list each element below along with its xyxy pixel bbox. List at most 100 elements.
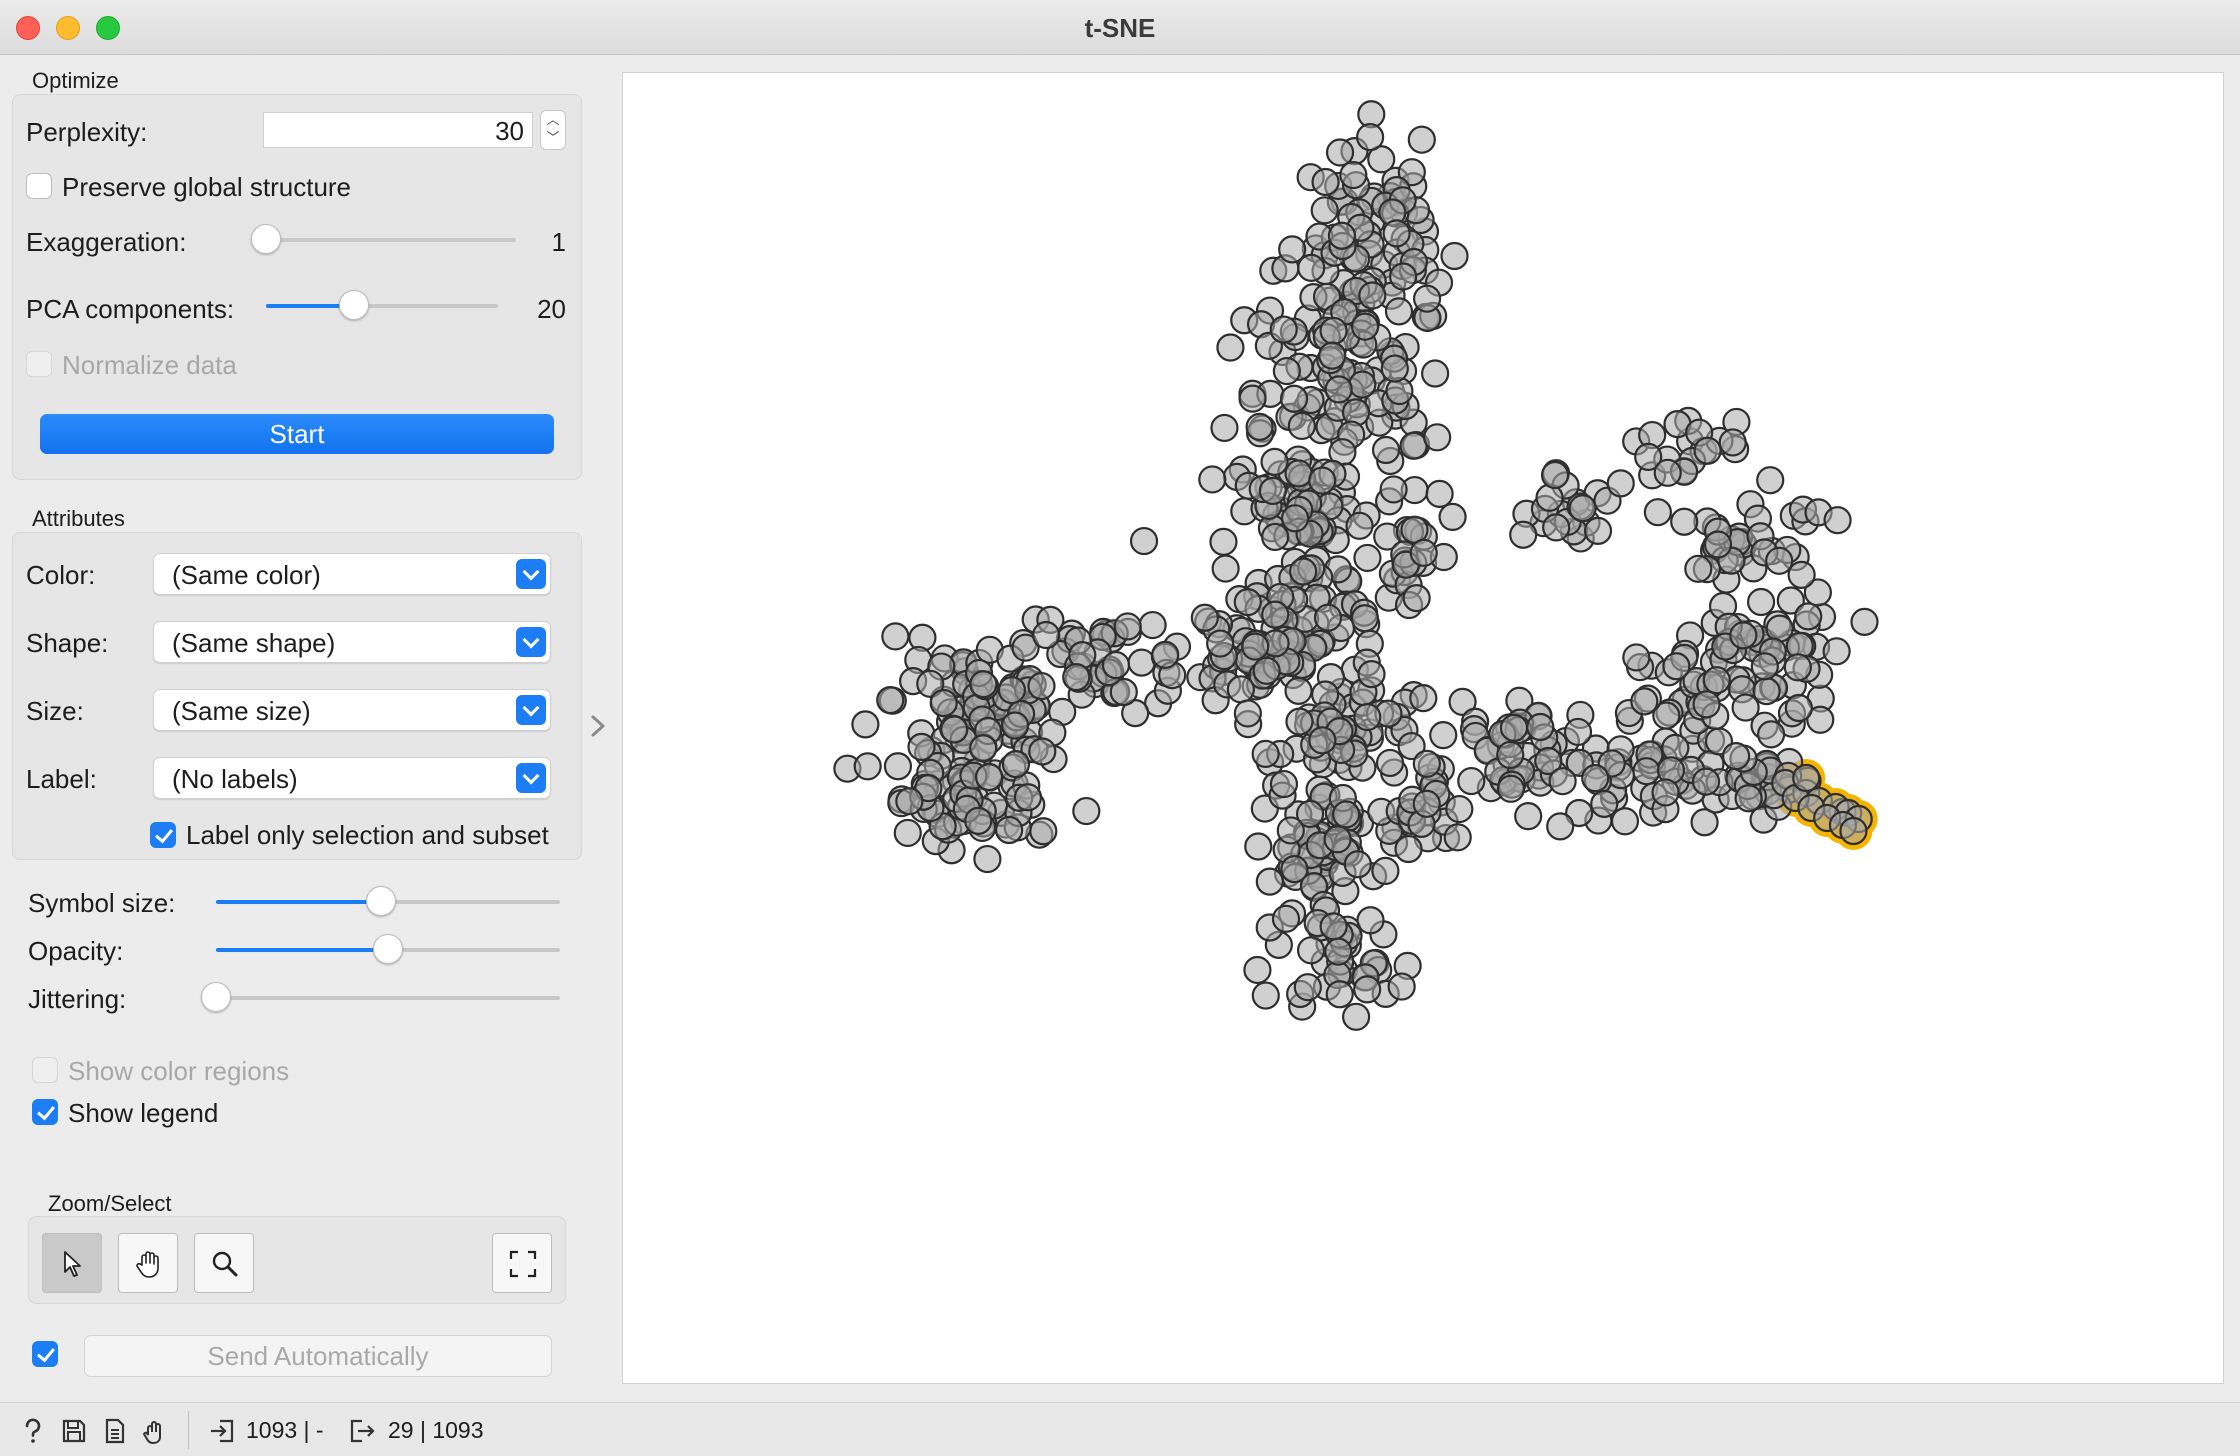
data-point[interactable] — [973, 844, 1002, 874]
chevron-up-icon[interactable]: ︿ — [546, 112, 560, 127]
data-point[interactable] — [1499, 713, 1529, 742]
data-point[interactable] — [1448, 687, 1477, 717]
opacity-slider-knob[interactable] — [373, 934, 403, 964]
data-point[interactable] — [1325, 980, 1354, 1009]
data-point[interactable] — [1822, 637, 1851, 666]
data-point[interactable] — [1353, 975, 1382, 1004]
chevron-down-icon[interactable]: ﹀ — [546, 130, 560, 145]
data-point[interactable] — [1457, 766, 1486, 796]
data-point[interactable] — [1062, 662, 1091, 692]
data-point[interactable] — [1210, 413, 1239, 443]
data-point[interactable] — [1072, 796, 1101, 826]
data-point[interactable] — [1397, 731, 1426, 761]
exaggeration-slider-knob[interactable] — [251, 224, 281, 254]
data-point[interactable] — [1332, 800, 1361, 829]
data-point[interactable] — [1271, 904, 1301, 933]
data-point[interactable] — [883, 752, 913, 781]
data-point[interactable] — [1027, 671, 1056, 701]
data-point[interactable] — [1757, 720, 1786, 749]
data-point[interactable] — [1850, 607, 1879, 636]
data-point[interactable] — [1226, 675, 1255, 704]
data-point[interactable] — [1590, 789, 1619, 818]
chevron-right-icon[interactable] — [588, 714, 608, 738]
show-legend-checkbox[interactable] — [32, 1099, 58, 1125]
jittering-slider-knob[interactable] — [201, 982, 231, 1012]
data-point[interactable] — [1295, 799, 1325, 829]
data-point[interactable] — [1651, 778, 1680, 807]
data-point[interactable] — [1776, 586, 1805, 615]
data-point[interactable] — [1190, 603, 1219, 632]
data-point[interactable] — [1260, 447, 1289, 476]
data-point[interactable] — [1445, 794, 1474, 824]
data-point[interactable] — [1542, 513, 1571, 542]
data-point[interactable] — [1690, 808, 1719, 837]
data-point[interactable] — [1327, 221, 1357, 250]
data-point[interactable] — [876, 686, 905, 715]
data-point[interactable] — [929, 688, 958, 718]
data-point[interactable] — [1787, 560, 1816, 589]
data-point[interactable] — [1278, 235, 1307, 264]
data-point[interactable] — [1581, 764, 1610, 793]
symbol-size-slider[interactable] — [216, 886, 560, 916]
data-point[interactable] — [1731, 693, 1760, 722]
selected-data-point[interactable] — [1839, 816, 1868, 846]
data-point[interactable] — [1356, 123, 1385, 152]
data-point[interactable] — [1297, 253, 1326, 282]
data-point[interactable] — [1029, 817, 1058, 846]
data-point[interactable] — [997, 676, 1026, 705]
data-point[interactable] — [1319, 316, 1348, 345]
data-point[interactable] — [1011, 633, 1040, 662]
report-icon[interactable] — [102, 1417, 128, 1445]
data-point[interactable] — [1308, 466, 1337, 495]
data-point[interactable] — [1371, 856, 1400, 885]
data-point[interactable] — [1438, 502, 1467, 532]
data-point[interactable] — [1101, 650, 1131, 680]
data-point[interactable] — [1703, 530, 1733, 559]
data-point[interactable] — [1632, 757, 1661, 786]
data-point[interactable] — [1546, 812, 1575, 841]
data-point[interactable] — [1823, 506, 1852, 535]
data-point[interactable] — [1692, 690, 1721, 719]
data-point[interactable] — [1276, 816, 1305, 845]
data-point[interactable] — [1353, 543, 1382, 573]
data-point[interactable] — [1526, 712, 1555, 742]
visual-settings-hand-icon[interactable] — [140, 1417, 168, 1445]
data-point[interactable] — [1350, 312, 1380, 341]
data-point[interactable] — [1000, 711, 1030, 740]
data-point[interactable] — [969, 734, 998, 763]
label-only-selection-checkbox[interactable] — [150, 822, 176, 848]
select-tool-button[interactable] — [42, 1233, 102, 1293]
data-point[interactable] — [914, 774, 943, 803]
data-point[interactable] — [1238, 384, 1267, 413]
data-point[interactable] — [1407, 125, 1436, 154]
data-point[interactable] — [1272, 356, 1302, 386]
data-point[interactable] — [1440, 241, 1469, 271]
data-point[interactable] — [1409, 538, 1438, 567]
selected-data-point[interactable] — [1792, 763, 1821, 793]
data-point[interactable] — [1269, 315, 1298, 344]
data-point[interactable] — [995, 815, 1024, 845]
data-point[interactable] — [1261, 522, 1290, 552]
data-point[interactable] — [1109, 677, 1138, 707]
data-point[interactable] — [1496, 740, 1525, 770]
data-point[interactable] — [1397, 158, 1426, 187]
data-point[interactable] — [1691, 767, 1721, 796]
data-point[interactable] — [1311, 167, 1340, 197]
data-point[interactable] — [1382, 219, 1411, 248]
data-point[interactable] — [1734, 784, 1763, 813]
data-point[interactable] — [1684, 554, 1713, 583]
data-point[interactable] — [1357, 660, 1386, 689]
data-point[interactable] — [1356, 906, 1385, 935]
data-point[interactable] — [1756, 466, 1785, 495]
symbol-size-slider-knob[interactable] — [366, 886, 397, 916]
data-point[interactable] — [1784, 693, 1813, 723]
data-point[interactable] — [1258, 476, 1287, 506]
data-point[interactable] — [1310, 196, 1339, 225]
zoom-tool-button[interactable] — [194, 1233, 254, 1293]
data-point[interactable] — [1652, 701, 1681, 730]
data-point[interactable] — [1514, 802, 1543, 831]
data-point[interactable] — [1211, 554, 1240, 583]
data-point[interactable] — [1653, 458, 1682, 487]
data-point[interactable] — [1269, 769, 1299, 799]
data-point[interactable] — [1496, 774, 1526, 803]
